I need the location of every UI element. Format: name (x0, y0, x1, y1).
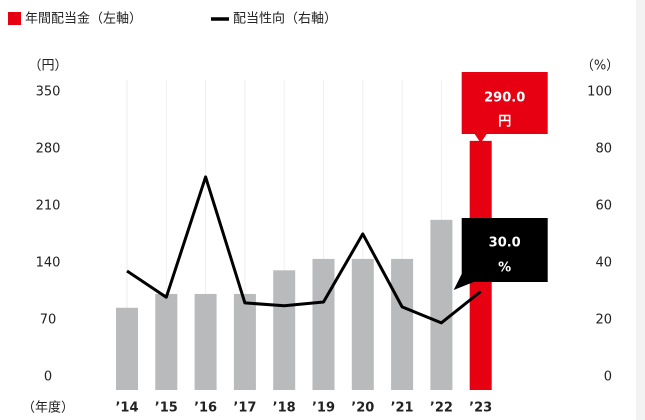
y-tick-label: 70 (40, 313, 57, 328)
line (126, 175, 482, 325)
bar (194, 293, 217, 390)
bar (391, 258, 414, 390)
x-tick-label: ’20 (351, 401, 374, 416)
bar (273, 270, 296, 390)
y-tick-label: 350 (36, 85, 61, 100)
y-tick-label: 140 (36, 256, 61, 271)
y-tick-label: 0 (44, 370, 52, 385)
y-tick-label: 280 (36, 142, 61, 157)
side-band (636, 0, 645, 420)
callout-pointer (474, 134, 487, 143)
bar (351, 258, 374, 390)
x-tick-label: ’21 (391, 401, 414, 416)
bar (155, 293, 178, 390)
legend-label: 年間配当金（左軸） (25, 11, 142, 27)
bar (312, 258, 335, 390)
x-tick-label: ’14 (115, 401, 138, 416)
x-tick-label: ’16 (194, 401, 217, 416)
bar (233, 293, 256, 390)
callout-box (461, 218, 548, 282)
x-tick-label: ’18 (273, 401, 296, 416)
bar (116, 307, 138, 390)
y2-tick-label: 80 (595, 142, 612, 157)
x-tick-label: ’17 (233, 401, 256, 416)
legend-swatch-bar (8, 12, 21, 25)
y2-tick-label: 40 (595, 256, 612, 271)
legend-label: 配当性向（右軸） (233, 11, 337, 27)
y2-tick-label: 100 (587, 85, 612, 100)
data-label-unit: % (498, 261, 511, 276)
x-tick-label: ’19 (312, 401, 335, 416)
y2-unit: （%） (581, 59, 619, 74)
y2-tick-label: 20 (595, 313, 612, 328)
bar (430, 219, 453, 390)
x-tick-label: ’22 (430, 401, 453, 416)
callout-pointer (453, 274, 474, 290)
y-unit: （円） (28, 59, 67, 74)
x-tick-label: ’23 (469, 401, 492, 416)
data-label: 30.0 (489, 236, 521, 251)
x-unit: （年度） (22, 400, 74, 416)
y-tick-label: 210 (36, 199, 61, 214)
y2-tick-label: 60 (595, 199, 612, 214)
x-tick-label: ’15 (155, 401, 178, 416)
data-label: 290.0 (484, 91, 525, 106)
callout-box (461, 72, 548, 134)
data-label-unit: 円 (498, 115, 511, 130)
y2-tick-label: 0 (604, 370, 612, 385)
